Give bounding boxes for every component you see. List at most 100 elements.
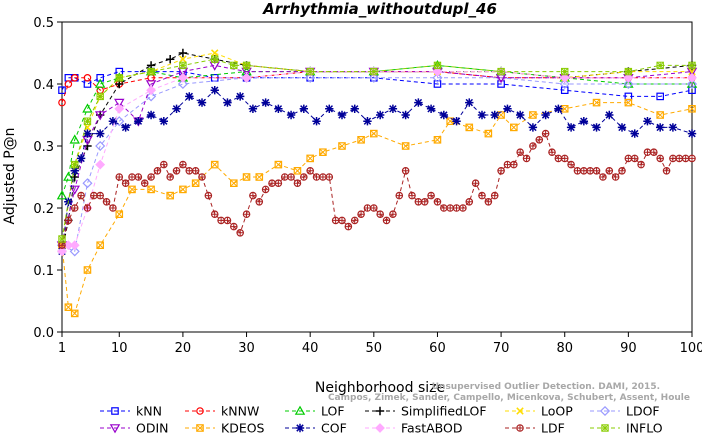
data-point	[426, 104, 436, 113]
data-point	[623, 78, 634, 90]
data-point	[465, 123, 474, 132]
data-point	[235, 92, 245, 101]
data-point	[63, 240, 74, 251]
data-point	[376, 210, 384, 219]
data-point	[95, 159, 106, 170]
series-line	[61, 71, 693, 97]
data-point	[70, 309, 79, 318]
x-tick-label: 10	[111, 341, 128, 356]
data-point	[427, 191, 435, 200]
data-point	[210, 86, 219, 95]
data-point	[433, 136, 442, 144]
data-point	[69, 246, 80, 257]
data-point	[515, 110, 525, 120]
data-point	[210, 160, 219, 169]
data-point	[134, 117, 143, 126]
data-point	[63, 171, 74, 181]
legend-marker	[196, 424, 204, 432]
data-point	[433, 80, 442, 88]
data-point	[471, 179, 480, 188]
data-point	[643, 117, 652, 126]
data-point	[605, 110, 614, 120]
legend: kNN kNNW LOF SimplifiedLOF LoOP LDOF ODIN KDEOS…	[100, 404, 663, 434]
data-point	[337, 110, 347, 120]
data-point	[198, 173, 206, 181]
data-point	[357, 136, 365, 144]
data-point	[255, 173, 264, 181]
data-point	[592, 123, 601, 132]
data-point	[274, 160, 283, 169]
data-point	[83, 129, 92, 138]
legend-marker	[599, 405, 611, 417]
data-point	[286, 110, 296, 120]
data-point	[368, 72, 379, 83]
data-point	[669, 154, 677, 163]
data-point	[559, 72, 570, 83]
data-point	[567, 160, 575, 169]
data-point	[325, 104, 334, 113]
data-point	[624, 98, 633, 107]
data-point	[306, 67, 314, 76]
data-point	[478, 191, 486, 200]
data-point	[147, 185, 155, 194]
data-point	[319, 148, 327, 157]
data-point	[230, 222, 238, 231]
data-point	[388, 104, 398, 113]
data-point	[82, 103, 93, 113]
data-point	[656, 92, 664, 101]
series-line	[61, 64, 693, 246]
data-point	[242, 61, 251, 70]
data-point	[319, 173, 327, 181]
data-point	[408, 191, 416, 200]
data-point	[560, 86, 569, 95]
legend-marker	[196, 407, 204, 415]
data-point	[58, 98, 66, 107]
data-point	[172, 167, 181, 175]
series-ldf	[58, 129, 696, 250]
data-point	[108, 117, 118, 126]
data-point	[83, 74, 92, 82]
data-point	[490, 191, 499, 200]
data-point	[242, 173, 251, 181]
data-point	[465, 98, 474, 107]
data-point	[503, 104, 512, 113]
x-tick-label: 20	[175, 341, 192, 356]
data-point	[401, 142, 410, 150]
data-point	[522, 154, 531, 163]
data-point	[503, 160, 512, 169]
data-point	[57, 246, 67, 257]
data-point	[432, 66, 443, 77]
data-point	[166, 191, 174, 200]
data-point	[147, 173, 155, 181]
data-point	[516, 148, 524, 157]
data-point	[599, 173, 607, 181]
data-point	[312, 117, 321, 126]
data-point	[306, 154, 314, 163]
data-point	[541, 110, 550, 120]
data-point	[160, 160, 168, 169]
data-point	[459, 204, 467, 212]
data-point	[115, 74, 123, 82]
data-point	[370, 204, 378, 212]
data-point	[115, 173, 124, 181]
legend-item-cof: COF	[285, 421, 347, 434]
legend-marker	[294, 405, 306, 415]
data-point	[617, 123, 627, 132]
legend-item-kdeos: KDEOS	[185, 421, 265, 434]
data-point	[114, 116, 125, 127]
data-point	[529, 111, 537, 119]
data-point	[210, 210, 219, 219]
data-point	[178, 72, 188, 83]
data-point	[293, 167, 302, 175]
data-point	[370, 67, 378, 76]
data-point	[623, 72, 634, 83]
series-line	[61, 58, 692, 240]
data-point	[146, 91, 157, 102]
data-point	[344, 222, 353, 231]
data-point	[70, 166, 79, 175]
data-point	[261, 98, 270, 107]
x-tick-label: 60	[429, 341, 446, 356]
x-tick-label: 50	[366, 341, 383, 356]
series-ldof	[56, 72, 698, 257]
data-point	[650, 148, 658, 157]
